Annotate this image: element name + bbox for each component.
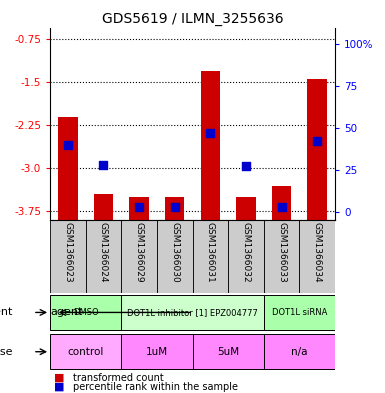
- Bar: [201, 71, 220, 220]
- Bar: [264, 295, 335, 330]
- Text: DOT1L siRNA: DOT1L siRNA: [272, 308, 327, 317]
- Text: DMSO: DMSO: [73, 308, 99, 317]
- Bar: [165, 197, 184, 220]
- Text: dose: dose: [0, 347, 13, 357]
- Bar: [307, 79, 327, 220]
- Point: [136, 204, 142, 210]
- Bar: [50, 295, 121, 330]
- Text: GSM1366030: GSM1366030: [170, 222, 179, 283]
- Bar: [50, 220, 85, 293]
- Text: GSM1366024: GSM1366024: [99, 222, 108, 283]
- Bar: [121, 334, 192, 369]
- Bar: [85, 220, 121, 293]
- Bar: [94, 194, 113, 220]
- Title: GDS5619 / ILMN_3255636: GDS5619 / ILMN_3255636: [102, 13, 283, 26]
- Bar: [129, 197, 149, 220]
- Text: percentile rank within the sample: percentile rank within the sample: [73, 382, 238, 392]
- Text: agent: agent: [0, 307, 13, 318]
- Text: GSM1366034: GSM1366034: [313, 222, 321, 283]
- Bar: [50, 334, 121, 369]
- Text: GSM1366029: GSM1366029: [135, 222, 144, 283]
- Point: [207, 130, 213, 136]
- Text: 1uM: 1uM: [146, 347, 168, 357]
- Bar: [300, 220, 335, 293]
- Text: transformed count: transformed count: [73, 373, 164, 383]
- Bar: [121, 220, 157, 293]
- Bar: [272, 185, 291, 220]
- Point: [278, 204, 285, 210]
- Text: n/a: n/a: [291, 347, 308, 357]
- Bar: [157, 220, 192, 293]
- Bar: [121, 295, 264, 330]
- Text: ■: ■: [54, 373, 64, 383]
- Text: GSM1366033: GSM1366033: [277, 222, 286, 283]
- Bar: [228, 220, 264, 293]
- Bar: [264, 220, 300, 293]
- Bar: [264, 334, 335, 369]
- Point: [243, 163, 249, 170]
- Point: [65, 141, 71, 148]
- Text: agent: agent: [51, 307, 83, 318]
- Point: [314, 138, 320, 145]
- Bar: [58, 117, 78, 220]
- Bar: [192, 220, 228, 293]
- Text: ■: ■: [54, 382, 64, 392]
- Text: GSM1366032: GSM1366032: [241, 222, 250, 283]
- Bar: [192, 334, 264, 369]
- Point: [172, 204, 178, 210]
- Text: 5uM: 5uM: [217, 347, 239, 357]
- Text: control: control: [67, 347, 104, 357]
- Text: GSM1366023: GSM1366023: [64, 222, 72, 283]
- Point: [100, 162, 107, 168]
- Text: GSM1366031: GSM1366031: [206, 222, 215, 283]
- Text: DOT1L inhibitor [1] EPZ004777: DOT1L inhibitor [1] EPZ004777: [127, 308, 258, 317]
- Bar: [236, 197, 256, 220]
